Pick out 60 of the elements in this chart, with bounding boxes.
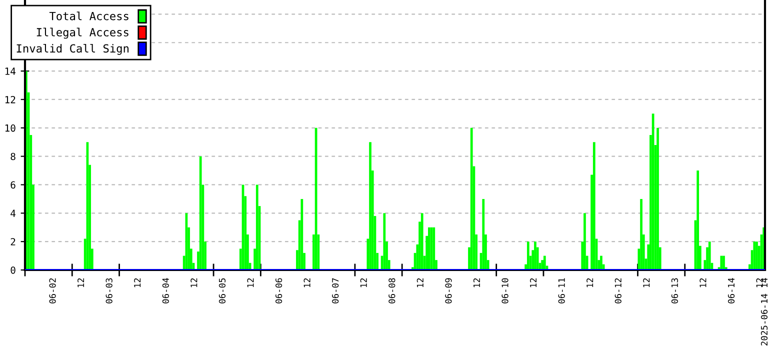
bar [534,242,536,270]
bar [383,213,386,270]
y-tick-label: 12 [5,96,16,104]
y-tick-label: 0 [10,266,16,274]
x-tick-label: 12 [473,278,480,288]
legend-label: Illegal Access [36,28,128,39]
x-tick-label: 06-09 [445,278,452,304]
bar [592,142,596,270]
x-tick-label: 06-13 [671,278,678,304]
y-tick-label: 8 [10,152,16,160]
bar [640,198,642,270]
x-tick-label: 12 [190,278,198,288]
bar [369,142,372,270]
x-tick-label: 06-07 [332,278,339,304]
bar [432,227,436,270]
x-tick-label: 06-05 [218,278,226,304]
y-tick-label: 2 [10,238,16,246]
bar [696,170,700,270]
x-tick-label: 12 [134,278,141,288]
bar [526,242,530,270]
bar [753,242,756,270]
bar [199,156,202,270]
x-tick-label: 06-06 [275,278,282,304]
bar [756,242,758,270]
x-tick-label: 12 [360,278,367,288]
x-tick-label: 06-08 [388,278,396,304]
bar [720,256,723,270]
bar [708,242,711,270]
x-tick-label: 12 [586,278,594,288]
x-tick-label: 12 [78,278,84,288]
x-tick-label: 06-10 [502,278,508,304]
bar [428,227,430,270]
x-tick-label: 06-04 [162,278,169,304]
y-tick-label: 10 [5,124,16,132]
x-tick-label: 06-12 [614,278,622,304]
x-tick-label: 12 [416,278,424,288]
x-tick-label: 12 [700,278,706,288]
x-tick-label: 12 [304,278,310,288]
legend-label: Invalid Call Sign [16,44,128,55]
y-tick-label: 14 [5,68,16,75]
x-tick-label: 06-02 [49,278,56,304]
x-tick-label: 12 [247,278,254,288]
x-tick-label: 06-11 [558,278,565,304]
bar [584,213,586,270]
bar [470,128,473,270]
y-tick-label: 4 [10,210,16,217]
bar [256,184,258,270]
bar [543,256,546,270]
bar [600,256,602,270]
x-tick-label: 06-03 [106,278,112,304]
x-tick-label: 12 [530,278,536,288]
bar [722,256,725,270]
bar [420,213,424,270]
bar [300,198,304,270]
x-tick-label: 12 [643,278,650,288]
bar [656,128,659,270]
x-tick-label: 06-14 [728,278,735,304]
bar [482,198,485,270]
y-tick-label: 6 [10,181,16,189]
legend-label: Total Access [49,12,128,20]
